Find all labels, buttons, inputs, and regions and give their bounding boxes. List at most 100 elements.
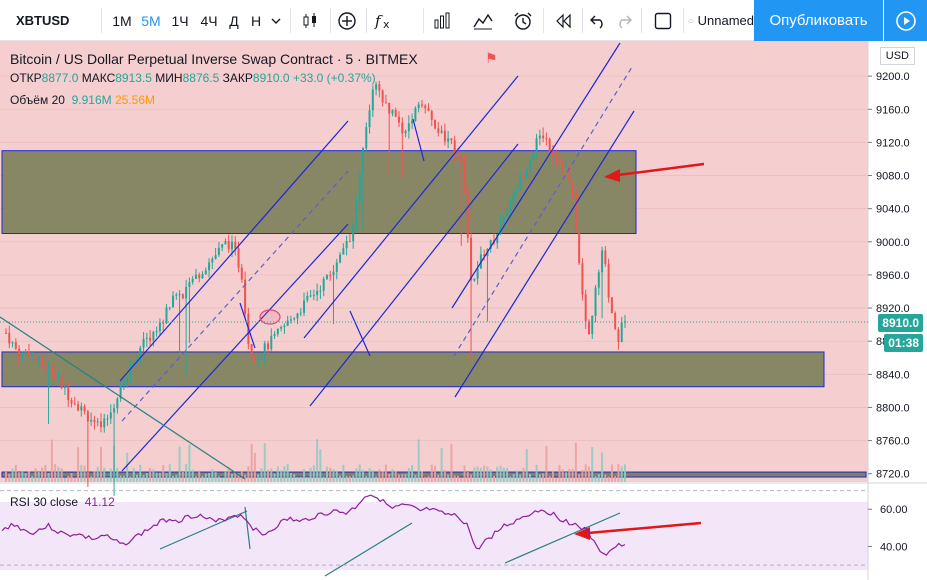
candle-body [489,240,492,249]
volume-bar [322,476,325,482]
channel-midline[interactable] [121,170,349,422]
templates-icon[interactable] [468,0,498,41]
candle-body [155,331,158,333]
price-axis[interactable]: 9200.0 9160.0 9120.0 9080.0 9040.0 9000.0 8960… [868,71,910,481]
volume-bar [587,466,590,482]
volume-bar [296,477,299,482]
channel-midline[interactable] [453,66,633,357]
candles [5,80,626,496]
alert-clock-icon[interactable] [508,0,538,41]
timeframe-4h[interactable]: 4Ч [200,12,218,29]
chart-area[interactable]: 9200.0 9160.0 9120.0 9080.0 9040.0 9000.0 8960… [0,41,927,580]
rsi-axis[interactable]: 60.00 40.00 [868,504,908,553]
chart-canvas[interactable]: 9200.0 9160.0 9120.0 9080.0 9040.0 9000.0 8960… [0,41,927,580]
channel-line[interactable] [119,120,349,382]
rsi-trend-line[interactable] [504,512,621,564]
trend-line[interactable] [412,118,425,162]
candle-body [332,271,335,276]
trend-line[interactable] [349,310,371,357]
arrow-line[interactable] [617,162,705,177]
financials-icon[interactable] [428,0,456,41]
candle-body [27,351,30,356]
candle-body [578,231,581,264]
volume-bar [244,474,247,482]
arrow-head[interactable] [604,169,620,182]
candle-body [73,403,76,405]
candle-body [296,313,299,319]
timeframe-5m[interactable]: 5М [141,12,161,29]
volume-bar [489,469,492,482]
main-pane-background [0,41,868,482]
support-resistance-zone [1,471,867,478]
volume-bar [463,465,466,482]
volume-bar [54,464,57,482]
candle-body [211,258,214,263]
arrow-line[interactable] [587,521,702,535]
volume-bar [568,469,571,482]
timeframe-1m[interactable]: 1М [112,12,132,29]
trend-line[interactable] [0,316,246,480]
channel-drawings[interactable] [0,42,635,577]
volume-bar [175,474,178,482]
fullscreen-icon[interactable] [648,0,678,41]
candle-body [345,241,348,249]
volume-bar [486,466,489,482]
currency-label[interactable]: USD [879,47,915,65]
redo-icon[interactable] [612,0,636,41]
trend-line[interactable] [239,302,256,349]
candle-body [267,343,270,350]
channel-line[interactable] [121,223,349,472]
candle-body [591,315,594,334]
volume-bar [361,469,364,482]
volume-bar [571,469,574,482]
compare-add-icon[interactable] [333,0,361,41]
channel-line[interactable] [303,75,519,339]
candle-body [86,411,89,422]
chevron-down-icon[interactable] [268,0,284,41]
timeframe-1w[interactable]: Н [250,12,262,29]
flag-icon[interactable]: ⚑ [485,50,498,66]
candle-body [113,408,116,413]
ohlc-legend: ОТКР8877.0 МАКС8913.5 МИН8876.5 ЗАКР8910… [10,71,376,85]
candle-body [574,191,577,232]
volume-bar [384,464,387,482]
volume-bar [172,475,175,482]
candle-body [221,244,224,248]
volume-bar [365,476,368,482]
channel-line[interactable] [309,143,519,407]
volume-bar [398,474,401,482]
candle-body [44,366,47,371]
candle-body [604,250,607,264]
volume-bar [574,442,577,482]
rsi-trend-line[interactable] [159,510,248,550]
volume-bar [411,465,414,482]
candle-body [5,332,7,334]
timeframe-1d[interactable]: Д [229,12,239,29]
toolbar-divider [543,8,544,33]
replay-icon[interactable] [548,0,578,41]
annotation-arrows[interactable] [574,162,705,540]
play-button[interactable] [884,0,927,41]
candles-icon[interactable] [296,0,324,41]
candle-body [440,130,443,133]
channel-line[interactable] [454,110,635,398]
volume-bar [548,476,551,482]
undo-icon[interactable] [586,0,610,41]
highlight-ellipse[interactable] [259,309,281,325]
volume-bar [535,464,538,482]
rsi-trend-line[interactable] [244,506,251,550]
candle-body [293,318,296,320]
publish-button[interactable]: Опубликовать [754,0,883,41]
volume-bar [145,473,148,482]
layout-name-button[interactable]: Unnamed [688,0,754,41]
channel-line[interactable] [451,42,621,309]
arrow-head[interactable] [574,527,590,540]
timeframe-1h[interactable]: 1Ч [171,12,189,29]
price-tick-label: 8920.0 [876,303,910,315]
volume-bar [80,464,83,482]
volume-bar [447,474,450,482]
symbol-search[interactable]: XBTUSD [16,13,70,28]
candle-body [116,398,119,409]
rsi-trend-line[interactable] [324,522,413,577]
